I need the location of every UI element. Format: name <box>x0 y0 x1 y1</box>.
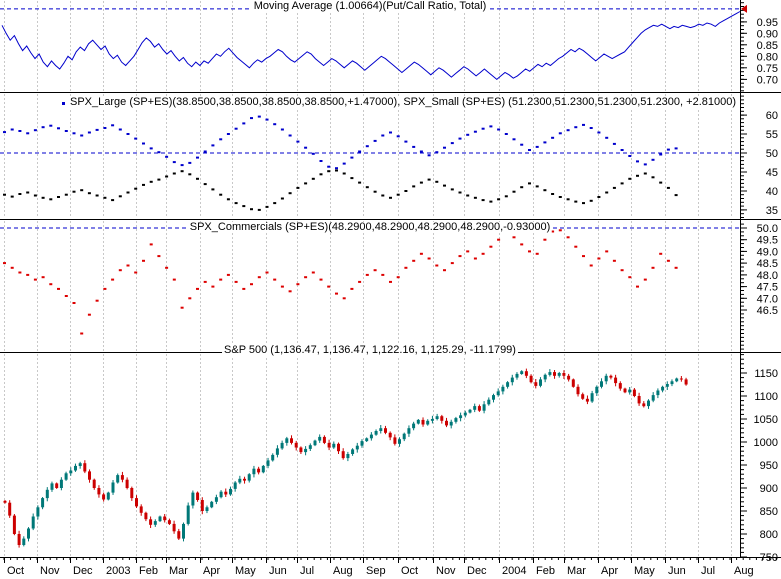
series-line <box>1 11 741 81</box>
month-label: Jul <box>701 565 715 577</box>
axis-tick-label: 850 <box>760 506 778 518</box>
panel-title-putcall-ma: Moving Average (1.00664)(Put/Call Ratio,… <box>251 0 489 12</box>
axis-tick-label: 900 <box>760 483 778 495</box>
panel-cot-commercials-plot[interactable] <box>0 227 740 335</box>
value-axis: 0.950.900.850.800.750.70 60 55 50 45 40 35 50.0… <box>740 0 778 564</box>
month-label: May <box>235 565 256 577</box>
month-label: Jul <box>300 565 314 577</box>
month-label: Apr <box>601 565 618 577</box>
month-label: Jun <box>269 565 287 577</box>
month-gridlines <box>4 1 732 556</box>
panel-title-cot-large-small: SPX_Large (SP+ES)(38.8500,38.8500,38.850… <box>68 96 738 108</box>
series-dots <box>3 169 678 211</box>
axis-tick-label: 1150 <box>754 368 778 380</box>
axis-tick-label: 0.70 <box>757 74 778 86</box>
axis-tick-label: 46.5 <box>757 305 778 317</box>
series-dots <box>3 115 678 170</box>
axis-tick-label: 49.5 <box>757 235 778 247</box>
axis-tick-label: 49.0 <box>757 246 778 258</box>
axis-alert-marker <box>741 4 747 13</box>
axis-tick-label: 47.5 <box>757 282 778 294</box>
month-label: Oct <box>401 565 418 577</box>
month-label: Sep <box>366 565 386 577</box>
axis-tick-label: 800 <box>760 529 778 541</box>
axis-tick-label: 0.90 <box>757 28 778 40</box>
axis-tick-label: 45 <box>766 167 778 179</box>
month-label: Mar <box>567 565 586 577</box>
month-label: May <box>634 565 655 577</box>
panel-title-sp500: S&P 500 (1,136.47, 1,136.47, 1,122.16, 1… <box>222 344 518 356</box>
month-label: Feb <box>536 565 555 577</box>
axis-tick-label: 0.85 <box>757 40 778 52</box>
month-label: 2003 <box>106 565 130 577</box>
month-label: Mar <box>169 565 188 577</box>
month-label: 2004 <box>502 565 526 577</box>
month-label: Aug <box>734 565 754 577</box>
month-label: Jun <box>668 565 686 577</box>
axis-tick-label: 60 <box>766 110 778 122</box>
axis-tick-label: 0.80 <box>757 51 778 63</box>
axis-tick-label: 48.5 <box>757 258 778 270</box>
month-label: Apr <box>203 565 220 577</box>
panel-putcall-ma-plot[interactable] <box>0 8 741 81</box>
month-label: Feb <box>139 565 158 577</box>
axis-tick-label: 950 <box>760 460 778 472</box>
axis-tick-label: 35 <box>766 205 778 217</box>
axis-tick-label: 0.95 <box>757 17 778 29</box>
axis-tick-label: 55 <box>766 129 778 141</box>
axis-tick-label: 0.75 <box>757 63 778 75</box>
month-label: Nov <box>436 565 456 577</box>
panel-cot-large-small-plot[interactable] <box>0 102 740 211</box>
axis-tick-label: 50 <box>766 148 778 160</box>
axis-tick-label: 48.0 <box>757 270 778 282</box>
axis-tick-label: 1050 <box>754 414 778 426</box>
time-axis: Oct Nov Dec 2003 Feb Mar Apr May Jun Jul Aug Sep Oct… <box>0 557 781 577</box>
axis-tick-label: 40 <box>766 186 778 198</box>
panel-sp500-plot[interactable] <box>3 368 688 548</box>
axis-tick-label: 47.0 <box>757 293 778 305</box>
series-candles <box>3 368 688 548</box>
month-label: Oct <box>7 565 24 577</box>
month-label: Dec <box>467 565 487 577</box>
month-label: Nov <box>40 565 60 577</box>
axis-tick-label: 1100 <box>754 391 778 403</box>
panel-title-cot-commercials: SPX_Commercials (SP+ES)(48.2900,48.2900,… <box>187 221 553 233</box>
axis-tick-label: 1000 <box>754 437 778 449</box>
axis-tick-label: 50.0 <box>757 223 778 235</box>
series-dots <box>3 229 678 335</box>
month-label: Dec <box>73 565 93 577</box>
month-label: Aug <box>333 565 353 577</box>
